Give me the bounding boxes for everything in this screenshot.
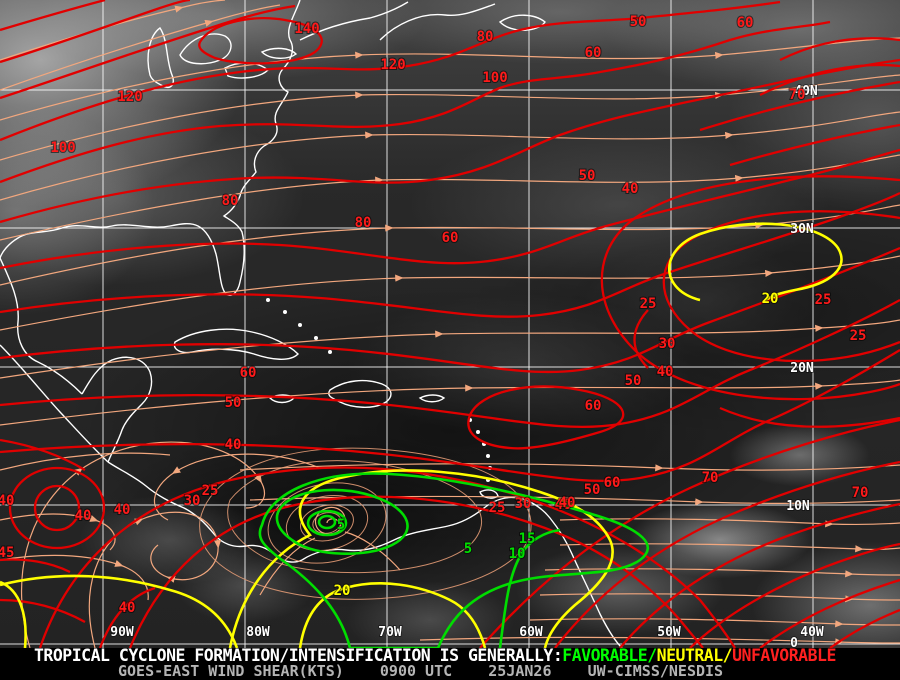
contour-label: 40: [225, 437, 242, 453]
latitude-label: 30N: [790, 222, 814, 237]
contour-label: 70: [789, 87, 806, 103]
contour-label: 50: [225, 395, 242, 411]
contour-label: 5: [464, 541, 472, 557]
unfavorable-label: UNFAVORABLE: [732, 646, 836, 665]
shear-contours-red: [0, 0, 900, 648]
contour-labels: 1401201201001008080806060606060605050505…: [0, 13, 869, 617]
longitude-label: 60W: [519, 625, 543, 640]
latitude-label: 0: [790, 636, 798, 648]
contour-label: 5: [337, 517, 345, 533]
contour-label: 30: [184, 493, 201, 509]
neutral-label: NEUTRAL/: [656, 646, 733, 665]
contour-label: 25: [640, 296, 657, 312]
contour-label: 70: [702, 470, 719, 486]
legend-bar: TROPICAL CYCLONE FORMATION/INTENSIFICATI…: [0, 646, 900, 680]
contour-label: 50: [625, 373, 642, 389]
contour-label: 60: [240, 365, 257, 381]
grid-labels: 90W 80W 70W 60W 50W 40W 40N 30N 20N 10N 0: [110, 83, 825, 648]
legend-line2: GOES-EAST WIND SHEAR(KTS) 0900 UTC 25JAN…: [118, 664, 723, 680]
contour-label: 40: [119, 600, 136, 616]
contour-label: 40: [622, 181, 639, 197]
longitude-label: 50W: [657, 625, 681, 640]
contour-label: 10: [509, 546, 526, 562]
contour-label: 60: [604, 475, 621, 491]
shear-contours-green: [258, 472, 649, 648]
contour-label: 40: [559, 495, 576, 511]
longitude-label: 90W: [110, 625, 134, 640]
contour-label: 100: [50, 140, 75, 156]
latitude-label: 40N: [794, 84, 818, 99]
contour-label: 60: [585, 398, 602, 414]
longitude-label: 40W: [800, 625, 824, 640]
longitude-label: 80W: [246, 625, 270, 640]
longitude-label: 70W: [378, 625, 402, 640]
wind-streamlines: [0, 0, 900, 648]
contour-label: 20: [334, 583, 351, 599]
map-overlay: 90W 80W 70W 60W 50W 40W 40N 30N 20N 10N 0 140 120 12…: [0, 0, 900, 648]
contour-label: 25: [202, 483, 219, 499]
satellite-map: 90W 80W 70W 60W 50W 40W 40N 30N 20N 10N 0 140 120 12…: [0, 0, 900, 648]
latitude-label: 20N: [790, 361, 814, 376]
contour-label: 120: [117, 89, 142, 105]
contour-label: 80: [355, 215, 372, 231]
contour-label: 60: [737, 15, 754, 31]
contour-label: 15: [519, 531, 536, 547]
contour-label: 30: [659, 336, 676, 352]
contour-label: 40: [657, 364, 674, 380]
latlon-grid: [0, 0, 900, 648]
contour-label: 40: [555, 497, 572, 513]
contour-label: 50: [579, 168, 596, 184]
contour-label: 80: [477, 29, 494, 45]
contour-label: 80: [222, 193, 239, 209]
contour-label: 100: [482, 70, 507, 86]
contour-label: 45: [0, 545, 14, 561]
favorable-label: FAVORABLE/: [562, 646, 657, 665]
contour-label: 40: [114, 502, 131, 518]
legend-statement: TROPICAL CYCLONE FORMATION/INTENSIFICATI…: [34, 646, 563, 665]
thin-contours: [199, 447, 532, 600]
contour-label: 30: [515, 496, 532, 512]
contour-label: 120: [380, 57, 405, 73]
contour-label: 20: [762, 291, 779, 307]
contour-label: 25: [850, 328, 867, 344]
contour-label: 25: [815, 292, 832, 308]
product-caption: GOES-EAST WIND SHEAR(KTS) 0900 UTC 25JAN…: [118, 662, 724, 680]
legend-line1: TROPICAL CYCLONE FORMATION/INTENSIFICATI…: [34, 646, 836, 665]
contour-label: 60: [442, 230, 459, 246]
contour-label: 70: [852, 485, 869, 501]
contour-label: 40: [0, 493, 14, 509]
contour-label: 50: [630, 14, 647, 30]
latitude-label: 10N: [786, 499, 810, 514]
contour-label: 50: [584, 482, 601, 498]
shear-contours-yellow: [0, 222, 843, 648]
contour-label: 140: [294, 21, 319, 37]
contour-label: 60: [585, 45, 602, 61]
contour-label: 40: [75, 508, 92, 524]
contour-label: 25: [489, 500, 506, 516]
